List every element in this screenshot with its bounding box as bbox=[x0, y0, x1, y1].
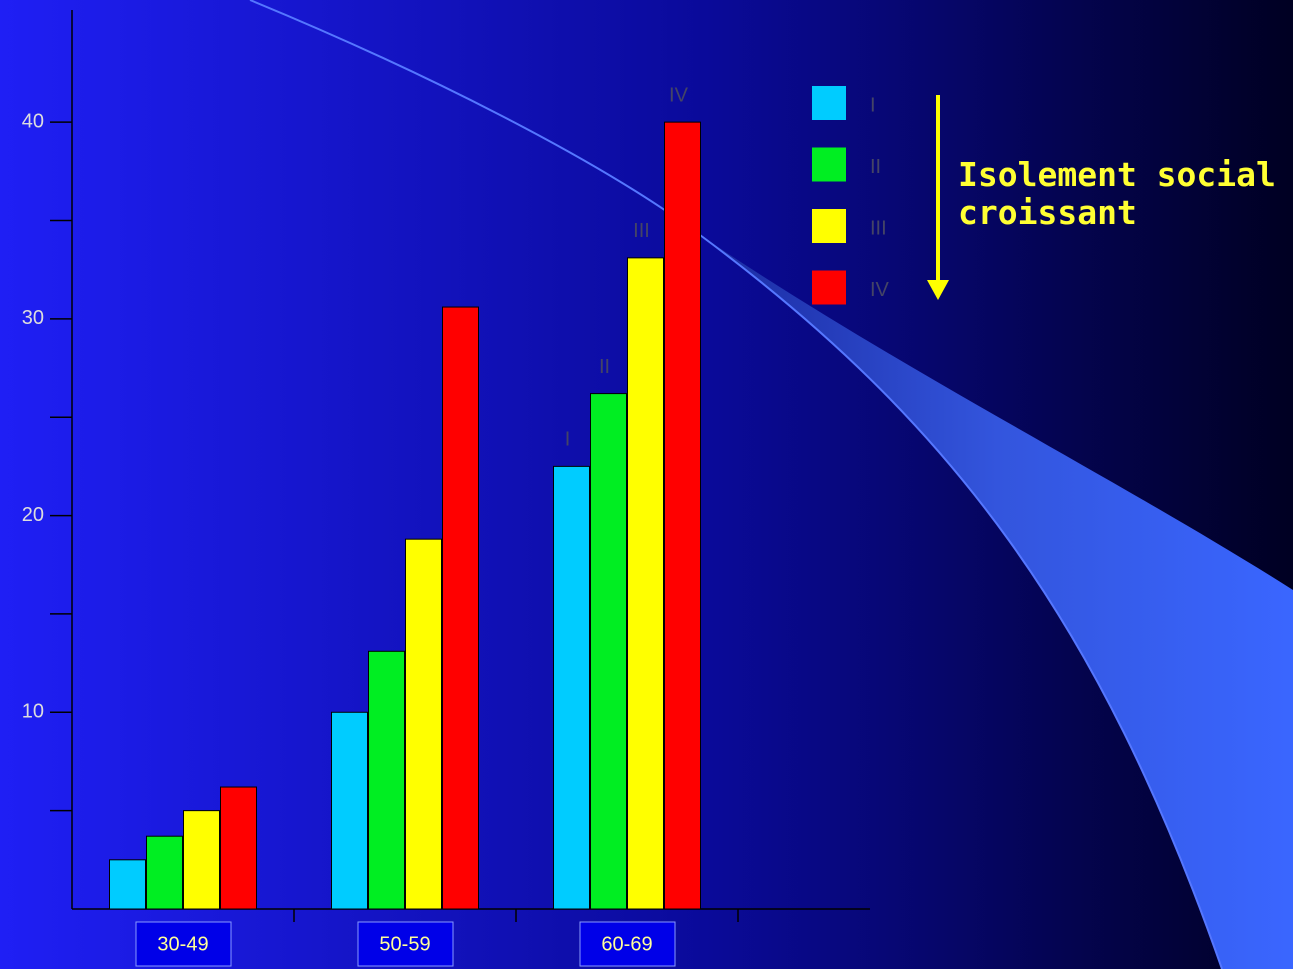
bar bbox=[109, 859, 146, 910]
swoosh-edge bbox=[249, 0, 1223, 969]
y-tick-label: 10 bbox=[22, 701, 44, 723]
bar bbox=[183, 810, 220, 910]
legend-swatch bbox=[812, 147, 846, 182]
bar bbox=[442, 306, 479, 910]
bar bbox=[405, 538, 442, 910]
legend-label: IV bbox=[870, 279, 890, 301]
y-tick-label: 20 bbox=[22, 504, 44, 526]
bar bbox=[146, 835, 183, 910]
swoosh bbox=[700, 235, 1293, 969]
bar bbox=[664, 121, 701, 910]
legend-swatch bbox=[812, 209, 846, 243]
bar bbox=[368, 650, 405, 910]
annotation: Isolement social croissant bbox=[958, 155, 1276, 232]
y-tick-label: 40 bbox=[22, 110, 44, 132]
bar bbox=[220, 786, 257, 910]
bar bbox=[553, 465, 590, 910]
x-tick-label: 30-49 bbox=[157, 933, 208, 955]
arrow-head bbox=[927, 280, 949, 300]
legend-swatch bbox=[812, 270, 846, 305]
legend-label: II bbox=[870, 156, 881, 178]
x-tick-label: 50-59 bbox=[379, 933, 430, 955]
y-tick-label: 30 bbox=[22, 307, 44, 329]
data-label: I bbox=[565, 429, 571, 451]
data-label: IV bbox=[669, 84, 689, 106]
bar bbox=[627, 257, 664, 910]
category-box bbox=[135, 921, 232, 967]
category-box bbox=[357, 921, 454, 967]
legend-swatch bbox=[812, 86, 846, 120]
bar bbox=[590, 393, 627, 910]
category-box bbox=[579, 921, 676, 967]
legend-label: III bbox=[870, 217, 887, 239]
bar bbox=[331, 711, 368, 910]
data-label: II bbox=[599, 356, 610, 378]
x-tick-label: 60-69 bbox=[601, 933, 652, 955]
data-label: III bbox=[633, 220, 650, 242]
legend-label: I bbox=[870, 94, 876, 116]
